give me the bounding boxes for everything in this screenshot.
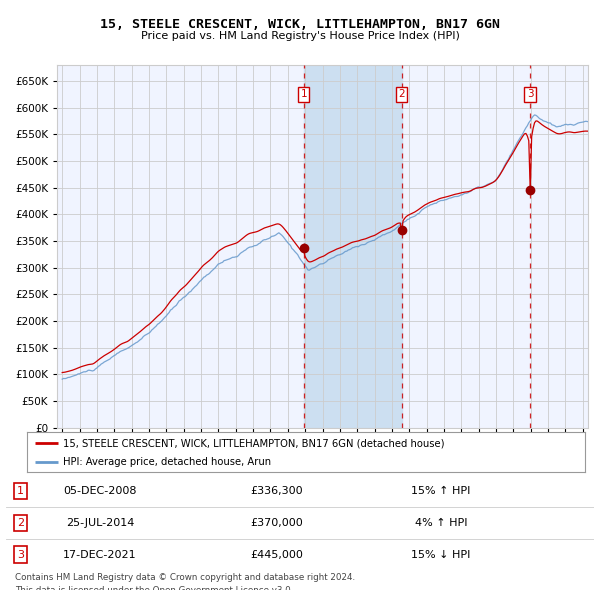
Text: This data is licensed under the Open Government Licence v3.0.: This data is licensed under the Open Gov… <box>15 586 293 590</box>
Text: 05-DEC-2008: 05-DEC-2008 <box>64 486 137 496</box>
Text: 15% ↓ HPI: 15% ↓ HPI <box>412 550 471 559</box>
Text: 4% ↑ HPI: 4% ↑ HPI <box>415 518 467 527</box>
Text: £370,000: £370,000 <box>250 518 303 527</box>
Text: 2: 2 <box>17 518 24 527</box>
Text: Contains HM Land Registry data © Crown copyright and database right 2024.: Contains HM Land Registry data © Crown c… <box>15 573 355 582</box>
Text: 15% ↑ HPI: 15% ↑ HPI <box>412 486 471 496</box>
Bar <box>304 65 401 428</box>
Text: 3: 3 <box>527 89 533 99</box>
Text: 3: 3 <box>17 550 24 559</box>
Text: 2: 2 <box>398 89 405 99</box>
Text: £336,300: £336,300 <box>250 486 303 496</box>
Text: 15, STEELE CRESCENT, WICK, LITTLEHAMPTON, BN17 6GN: 15, STEELE CRESCENT, WICK, LITTLEHAMPTON… <box>100 18 500 31</box>
Text: 1: 1 <box>17 486 24 496</box>
Text: 17-DEC-2021: 17-DEC-2021 <box>63 550 137 559</box>
Text: 15, STEELE CRESCENT, WICK, LITTLEHAMPTON, BN17 6GN (detached house): 15, STEELE CRESCENT, WICK, LITTLEHAMPTON… <box>63 438 445 448</box>
Text: 1: 1 <box>301 89 307 99</box>
Text: £445,000: £445,000 <box>250 550 303 559</box>
Text: Price paid vs. HM Land Registry's House Price Index (HPI): Price paid vs. HM Land Registry's House … <box>140 31 460 41</box>
Text: 25-JUL-2014: 25-JUL-2014 <box>66 518 134 527</box>
Text: HPI: Average price, detached house, Arun: HPI: Average price, detached house, Arun <box>63 457 271 467</box>
